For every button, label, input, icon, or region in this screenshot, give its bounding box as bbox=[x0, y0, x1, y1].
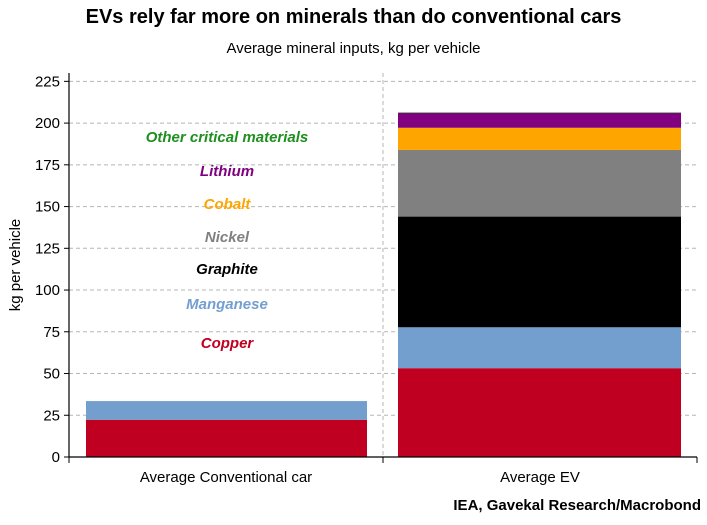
y-axis-label: kg per vehicle bbox=[7, 219, 24, 312]
bar-segment-graphite bbox=[398, 216, 681, 328]
y-tick-label: 225 bbox=[35, 73, 60, 90]
bar-segment-copper bbox=[86, 419, 367, 457]
legend-nickel: Nickel bbox=[205, 229, 250, 246]
bar-segment-cobalt bbox=[398, 127, 681, 150]
x-tick-label: Average Conventional car bbox=[140, 469, 312, 486]
y-tick-label: 75 bbox=[43, 324, 60, 341]
legend-graphite: Graphite bbox=[196, 261, 258, 278]
y-tick-label: 100 bbox=[35, 282, 60, 299]
y-tick-label: 25 bbox=[43, 407, 60, 424]
chart-title: EVs rely far more on minerals than do co… bbox=[85, 6, 622, 28]
bar-segment-other-critical-materials bbox=[398, 112, 681, 113]
legend-manganese: Manganese bbox=[186, 296, 268, 313]
x-tick-label: Average EV bbox=[500, 469, 580, 486]
legend-cobalt: Cobalt bbox=[204, 196, 252, 213]
y-tick-label: 0 bbox=[52, 449, 60, 466]
bar-segment-manganese bbox=[86, 401, 367, 420]
bar-segment-copper bbox=[398, 368, 681, 457]
y-tick-label: 150 bbox=[35, 199, 60, 216]
bar-segment-nickel bbox=[398, 149, 681, 217]
legend-copper: Copper bbox=[201, 335, 255, 352]
y-tick-label: 200 bbox=[35, 115, 60, 132]
bar-segment-lithium bbox=[398, 112, 681, 128]
y-tick-label: 175 bbox=[35, 157, 60, 174]
legend-lithium: Lithium bbox=[200, 163, 254, 180]
y-tick-label: 125 bbox=[35, 240, 60, 257]
y-tick-label: 50 bbox=[43, 366, 60, 383]
source-note: IEA, Gavekal Research/Macrobond bbox=[453, 497, 701, 514]
chart-subtitle: Average mineral inputs, kg per vehicle bbox=[226, 40, 481, 57]
legend-other-critical-materials: Other critical materials bbox=[146, 129, 309, 146]
bar-segment-manganese bbox=[398, 327, 681, 369]
